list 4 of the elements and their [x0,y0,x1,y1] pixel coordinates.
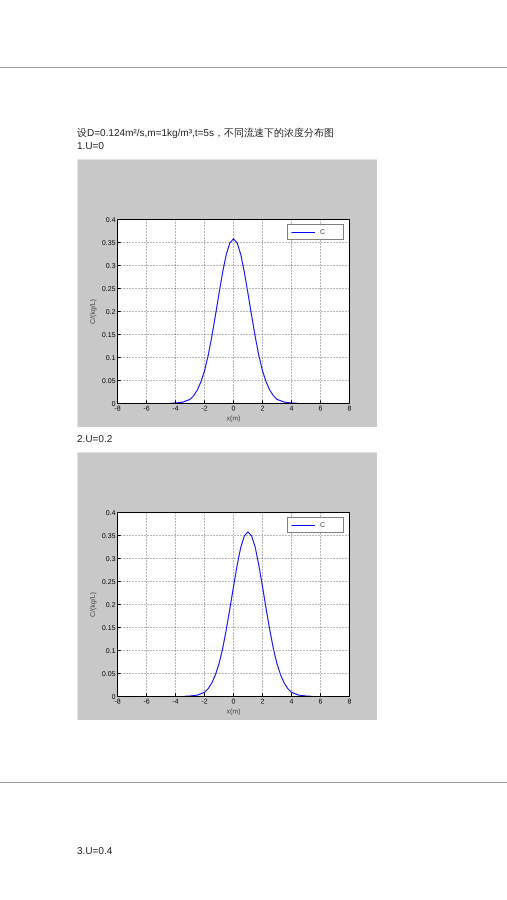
chart-subtitle: 1.U=0 [77,140,104,153]
chart-title: 设D=0.124m²/s,m=1kg/m³,t=5s，不同流速下的浓度分布图 [77,127,334,140]
text: 3.U=0.4 [77,845,112,858]
chart-subtitle: 2.U=0.2 [77,433,112,446]
